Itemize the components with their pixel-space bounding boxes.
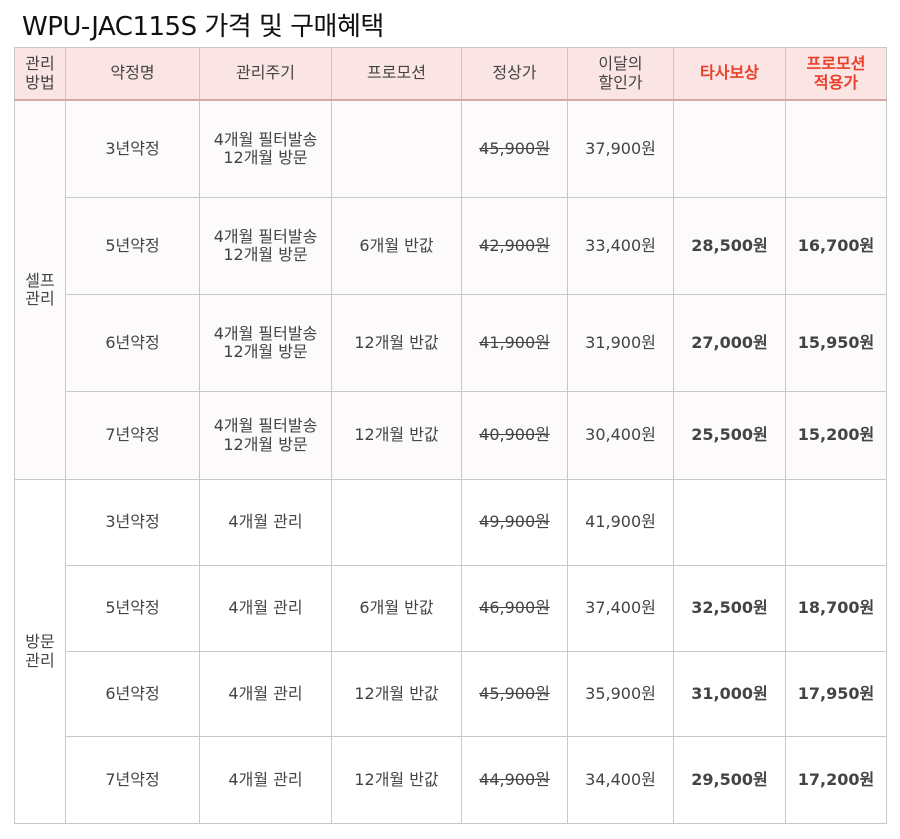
cell-comp: 31,000원 bbox=[673, 651, 786, 737]
cell-cycle: 4개월 필터발송 12개월 방문 bbox=[199, 391, 332, 480]
cell-cycle: 4개월 관리 bbox=[199, 736, 332, 824]
cell-promo-price: 18,700원 bbox=[785, 565, 887, 652]
header-competitor-comp: 타사보상 bbox=[673, 47, 786, 101]
table-header-row: 관리 방법 약정명 관리주기 프로모션 정상가 이달의 할인가 타사보상 프로모… bbox=[14, 47, 887, 101]
cell-plan: 6년약정 bbox=[65, 294, 200, 392]
cell-promo: 6개월 반값 bbox=[331, 197, 462, 295]
cell-cycle: 4개월 관리 bbox=[199, 651, 332, 737]
header-manage-type: 관리 방법 bbox=[14, 47, 66, 101]
table-row: 5년약정 4개월 관리 6개월 반값 46,900원 37,400원 32,50… bbox=[15, 565, 887, 652]
cell-cycle: 4개월 필터발송 12개월 방문 bbox=[199, 294, 332, 392]
cell-list-price: 44,900원 bbox=[461, 736, 568, 824]
table-row: 6년약정 4개월 필터발송 12개월 방문 12개월 반값 41,900원 31… bbox=[15, 294, 887, 392]
cell-cycle: 4개월 필터발송 12개월 방문 bbox=[199, 99, 332, 198]
header-list-price: 정상가 bbox=[461, 47, 568, 101]
cell-comp: 28,500원 bbox=[673, 197, 786, 295]
cell-comp bbox=[673, 479, 786, 566]
cell-list-price: 45,900원 bbox=[461, 651, 568, 737]
cell-comp: 27,000원 bbox=[673, 294, 786, 392]
table-row: 셀프 관리 3년약정 4개월 필터발송 12개월 방문 45,900원 37,9… bbox=[14, 99, 887, 480]
cell-list-price: 40,900원 bbox=[461, 391, 568, 480]
cell-list-price: 41,900원 bbox=[461, 294, 568, 392]
cell-promo bbox=[331, 479, 462, 566]
cell-plan: 7년약정 bbox=[65, 736, 200, 824]
cell-promo: 6개월 반값 bbox=[331, 565, 462, 652]
cell-promo: 12개월 반값 bbox=[331, 651, 462, 737]
cell-cycle: 4개월 관리 bbox=[199, 565, 332, 652]
cell-comp: 29,500원 bbox=[673, 736, 786, 824]
cell-promo: 12개월 반값 bbox=[331, 736, 462, 824]
cell-promo-price: 16,700원 bbox=[785, 197, 887, 295]
cell-promo-price: 15,950원 bbox=[785, 294, 887, 392]
table-row: 방문 관리 3년약정 4개월 관리 49,900원 41,900원 bbox=[14, 479, 887, 824]
header-plan: 약정명 bbox=[65, 47, 200, 101]
cell-plan: 6년약정 bbox=[65, 651, 200, 737]
cell-promo-price: 17,200원 bbox=[785, 736, 887, 824]
cell-discount: 37,400원 bbox=[567, 565, 674, 652]
header-promo: 프로모션 bbox=[331, 47, 462, 101]
cell-plan: 3년약정 bbox=[65, 479, 200, 566]
cell-promo-price: 17,950원 bbox=[785, 651, 887, 737]
cell-plan: 7년약정 bbox=[65, 391, 200, 480]
header-month-discount: 이달의 할인가 bbox=[567, 47, 674, 101]
cell-cycle: 4개월 관리 bbox=[199, 479, 332, 566]
cell-comp: 25,500원 bbox=[673, 391, 786, 480]
cell-cycle: 4개월 필터발송 12개월 방문 bbox=[199, 197, 332, 295]
cell-promo bbox=[331, 99, 462, 198]
table-row: 5년약정 4개월 필터발송 12개월 방문 6개월 반값 42,900원 33,… bbox=[15, 197, 887, 295]
cell-plan: 3년약정 bbox=[65, 99, 200, 198]
cell-discount: 41,900원 bbox=[567, 479, 674, 566]
cell-discount: 33,400원 bbox=[567, 197, 674, 295]
page-title: WPU-JAC115S 가격 및 구매혜택 bbox=[22, 12, 384, 42]
cell-promo-price: 15,200원 bbox=[785, 391, 887, 480]
cell-comp: 32,500원 bbox=[673, 565, 786, 652]
cell-comp bbox=[673, 99, 786, 198]
price-table: 관리 방법 약정명 관리주기 프로모션 정상가 이달의 할인가 타사보상 프로모… bbox=[14, 47, 887, 824]
cell-discount: 34,400원 bbox=[567, 736, 674, 824]
cell-plan: 5년약정 bbox=[65, 565, 200, 652]
cell-list-price: 42,900원 bbox=[461, 197, 568, 295]
cell-list-price: 49,900원 bbox=[461, 479, 568, 566]
header-cycle: 관리주기 bbox=[199, 47, 332, 101]
cell-promo-price bbox=[785, 99, 887, 198]
cell-discount: 35,900원 bbox=[567, 651, 674, 737]
group-visit-manage: 방문 관리 bbox=[14, 479, 66, 824]
cell-promo: 12개월 반값 bbox=[331, 391, 462, 480]
cell-plan: 5년약정 bbox=[65, 197, 200, 295]
cell-discount: 37,900원 bbox=[567, 99, 674, 198]
header-promo-price: 프로모션 적용가 bbox=[785, 47, 887, 101]
cell-discount: 31,900원 bbox=[567, 294, 674, 392]
table-row: 6년약정 4개월 관리 12개월 반값 45,900원 35,900원 31,0… bbox=[15, 651, 887, 737]
table-row: 7년약정 4개월 필터발송 12개월 방문 12개월 반값 40,900원 30… bbox=[15, 391, 887, 480]
table-row: 7년약정 4개월 관리 12개월 반값 44,900원 34,400원 29,5… bbox=[15, 736, 887, 824]
group-self-manage: 셀프 관리 bbox=[14, 99, 66, 480]
cell-discount: 30,400원 bbox=[567, 391, 674, 480]
cell-promo: 12개월 반값 bbox=[331, 294, 462, 392]
cell-list-price: 46,900원 bbox=[461, 565, 568, 652]
cell-promo-price bbox=[785, 479, 887, 566]
cell-list-price: 45,900원 bbox=[461, 99, 568, 198]
